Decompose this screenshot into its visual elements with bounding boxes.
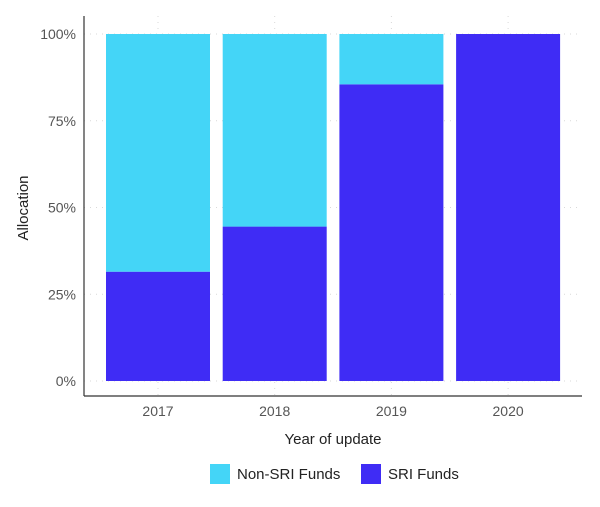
y-tick-label-75: 75%: [48, 113, 76, 129]
bar-non-sri-funds-2019: [339, 34, 444, 85]
bars: [106, 34, 561, 381]
y-tick-label-100: 100%: [40, 26, 76, 42]
x-tick-label-2019: 2019: [376, 403, 407, 419]
legend-label-non-sri-funds: Non-SRI Funds: [237, 466, 340, 483]
bar-non-sri-funds-2017: [106, 34, 210, 272]
y-tick-labels: 0% 25% 50% 75% 100%: [40, 26, 76, 389]
axes: [83, 16, 582, 397]
legend-label-sri-funds: SRI Funds: [388, 466, 459, 483]
y-tick-label-25: 25%: [48, 286, 76, 302]
x-tick-labels: 2017 2018 2019 2020: [142, 403, 523, 419]
legend-swatch-non-sri-funds: [210, 464, 230, 484]
bar-sri-funds-2020: [456, 34, 561, 381]
bar-sri-funds-2019: [339, 84, 444, 381]
y-axis-title: Allocation: [15, 175, 32, 240]
legend: Non-SRI Funds SRI Funds: [210, 464, 459, 484]
x-tick-label-2017: 2017: [142, 403, 173, 419]
x-axis-title: Year of update: [284, 431, 381, 448]
x-tick-label-2018: 2018: [259, 403, 290, 419]
bar-sri-funds-2018: [222, 226, 327, 381]
y-tick-label-50: 50%: [48, 200, 76, 216]
bar-sri-funds-2017: [106, 271, 210, 381]
x-tick-label-2020: 2020: [493, 403, 524, 419]
legend-swatch-sri-funds: [361, 464, 381, 484]
bar-non-sri-funds-2018: [222, 34, 327, 227]
y-tick-label-0: 0%: [56, 373, 76, 389]
